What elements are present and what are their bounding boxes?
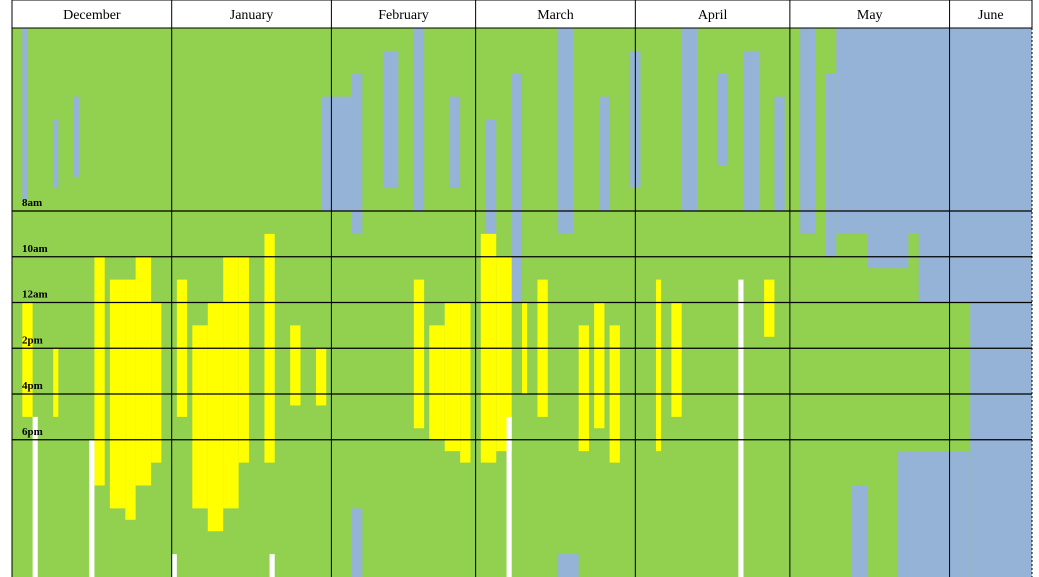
stripe [269,554,275,577]
stripe [738,279,744,577]
stripe [382,50,399,189]
stripe [315,348,327,406]
stripe [192,325,208,509]
stripe [558,554,579,577]
stripe [774,96,785,211]
stripe [290,325,301,406]
stripe [671,302,682,417]
month-label: April [698,8,728,23]
stripe [238,256,249,463]
hour-label: 10am [22,243,48,255]
stripe [599,96,610,211]
stripe [89,439,95,577]
stripe [496,256,512,452]
hour-label: 12am [22,289,48,301]
stripe [717,73,729,166]
stripe [898,451,971,577]
stripe [578,325,589,452]
hour-label: 8am [22,197,42,209]
stripe [94,256,105,486]
stripe [352,73,363,234]
month-label: June [978,8,1004,23]
month-label: February [378,8,429,23]
stripe [413,279,425,429]
stripe [223,256,239,509]
stripe [171,554,177,577]
stripe [135,256,152,486]
stripe [460,302,471,463]
stripe [207,302,224,532]
stripe [558,28,574,234]
stripe [53,119,59,189]
month-label: March [537,8,574,23]
stripe [352,508,363,577]
stripe [836,28,1032,234]
hour-label: 2pm [22,334,43,346]
stripe [125,279,136,520]
stripe [321,96,358,211]
stripe [429,325,445,440]
stripe [918,233,1032,303]
stripe [53,348,59,417]
month-label: December [63,8,121,23]
stripe [22,302,33,417]
header [11,0,1033,29]
stripe [485,119,497,234]
month-label: May [857,8,883,23]
stripe [800,28,816,234]
stripe [681,28,698,211]
stripe [32,416,38,577]
stripe [506,416,512,577]
stripe [444,302,461,452]
stripe [743,50,759,211]
stripe [764,279,775,337]
stripe [867,233,909,269]
stripe [449,96,461,189]
stripe [594,302,605,429]
stripe [511,73,522,303]
hour-label: 4pm [22,380,43,392]
stripe [73,96,79,177]
stripe [825,73,837,257]
month-label: January [230,8,274,23]
stripe [22,28,28,200]
hour-label: 6pm [22,426,43,438]
stripe [655,279,662,452]
stripe [151,302,162,463]
stripe [851,485,868,577]
stripe [413,28,425,211]
